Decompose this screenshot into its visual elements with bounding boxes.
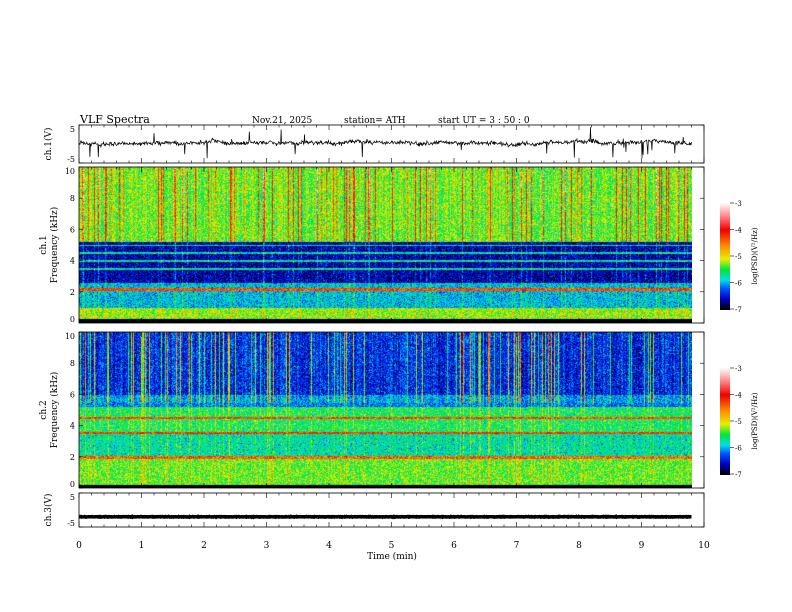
figure-title: VLF Spectra [79, 113, 150, 126]
ch1-colorbar [720, 203, 730, 310]
x-tick-label: 10 [698, 541, 710, 551]
x-tick-label: 1 [139, 541, 145, 551]
x-tick-label: 6 [451, 541, 457, 551]
y-tick-label: 2 [70, 453, 75, 462]
ch2-spec-ylabel: Frequency (kHz) [49, 372, 60, 449]
ch2-spectrogram [79, 332, 692, 488]
y-tick-label: 0 [70, 480, 75, 489]
colorbar-tick-label: -7 [735, 306, 742, 314]
colorbar-tick-label: -4 [735, 392, 742, 400]
y-tick-label: 6 [70, 225, 75, 234]
ch2-colorbar [720, 368, 730, 475]
y-tick-label: -5 [67, 519, 75, 528]
x-axis-label: Time (min) [367, 551, 417, 562]
y-tick-label: 4 [70, 422, 75, 431]
y-tick-label: 4 [70, 257, 75, 266]
colorbar-tick-label: -5 [735, 253, 742, 261]
station-label: station= ATH [344, 116, 406, 126]
y-tick-label: 2 [70, 288, 75, 297]
x-tick-label: 5 [389, 541, 395, 551]
ch1-spectrogram [79, 167, 692, 323]
ch1-colorbar-label: log(PSD)(V²/Hz) [751, 227, 759, 284]
x-tick-label: 4 [326, 541, 332, 551]
y-tick-label: 8 [70, 359, 75, 368]
colorbar-tick-label: -6 [735, 280, 742, 288]
y-tick-label: 8 [70, 194, 75, 203]
x-tick-label: 7 [514, 541, 520, 551]
start-time-label: start UT = 3 : 50 : 0 [438, 116, 530, 126]
ch2-colorbar-label: log(PSD)(V²/Hz) [751, 392, 759, 449]
x-tick-label: 0 [76, 541, 82, 551]
x-tick-label: 3 [264, 541, 270, 551]
y-tick-label: 0 [70, 315, 75, 324]
colorbar-tick-label: -4 [735, 227, 742, 235]
panel-2-frame [78, 166, 705, 324]
ch1-waveform-line [78, 127, 692, 159]
y-tick-label: 10 [65, 332, 75, 341]
colorbar-tick-label: -5 [735, 418, 742, 426]
y-tick-label: 5 [70, 493, 75, 502]
colorbar-tick-label: -3 [735, 200, 742, 208]
colorbar-tick-label: -7 [735, 471, 742, 479]
ch3-waveform-line [78, 514, 692, 520]
y-tick-label: -5 [67, 155, 75, 164]
ch2-spec-ylabel-top: ch.2 [39, 400, 49, 419]
x-tick-label: 9 [639, 541, 645, 551]
ch3-ylabel: ch.3(V) [43, 494, 54, 527]
y-tick-label: 6 [70, 390, 75, 399]
ch1-spec-ylabel: Frequency (kHz) [49, 207, 60, 284]
y-tick-label: 5 [70, 125, 75, 134]
panel-1-frame [78, 124, 705, 164]
panel-3-frame [78, 331, 705, 489]
x-tick-label: 8 [576, 541, 582, 551]
x-tick-label: 2 [201, 541, 207, 551]
panel-4-frame [78, 492, 705, 528]
ch1-spec-ylabel-top: ch.1 [39, 235, 49, 254]
ch1-ylabel: ch.1(V) [43, 128, 54, 161]
colorbar-tick-label: -3 [735, 365, 742, 373]
colorbar-tick-label: -6 [735, 445, 742, 453]
y-tick-label: 10 [65, 167, 75, 176]
date-label: Nov.21, 2025 [252, 116, 313, 126]
